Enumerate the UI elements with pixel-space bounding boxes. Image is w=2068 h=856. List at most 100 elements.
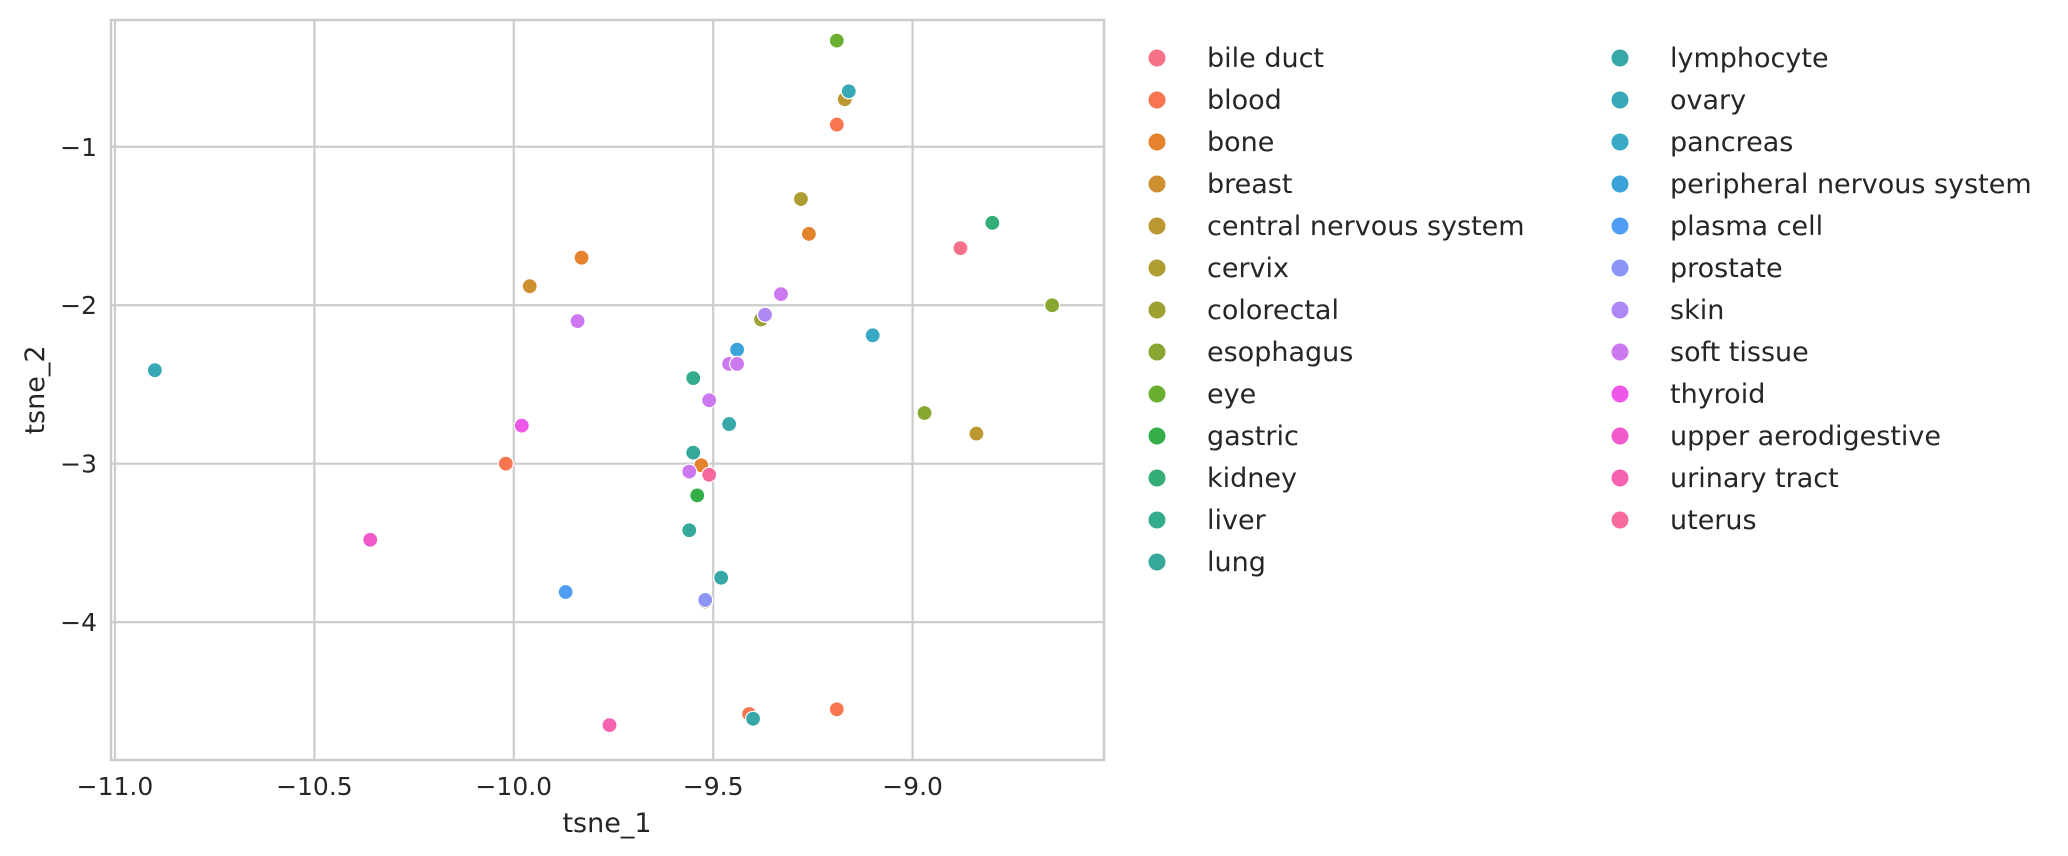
data-point: [756, 306, 774, 323]
legend-label: prostate: [1670, 253, 1783, 284]
data-point: [744, 710, 762, 727]
legend-marker: [1147, 132, 1167, 152]
data-point: [916, 404, 933, 422]
y-axis-title: tsne_2: [20, 345, 51, 434]
legend-label: thyroid: [1670, 379, 1765, 410]
data-point: [681, 463, 698, 480]
data-point: [968, 425, 985, 442]
legend-marker: [1147, 174, 1167, 194]
y-tick-label: −3: [60, 450, 97, 479]
data-point: [146, 362, 163, 379]
x-axis-title: tsne_1: [562, 808, 651, 839]
legend-label: esophagus: [1207, 337, 1353, 368]
x-tick-label: −9.5: [683, 772, 744, 801]
legend-marker: [1610, 384, 1630, 404]
data-point: [521, 278, 538, 295]
y-tick-labels: −4 −3 −2 −1: [60, 133, 97, 637]
legend-marker: [1147, 90, 1167, 110]
data-point: [721, 415, 738, 433]
legend-label: skin: [1670, 295, 1724, 326]
legend-label: plasma cell: [1670, 211, 1823, 242]
x-tick-label: −11.0: [77, 772, 154, 801]
legend-label: peripheral nervous system: [1670, 169, 2032, 200]
legend-label: uterus: [1670, 505, 1757, 536]
data-point: [792, 190, 810, 208]
legend-marker: [1147, 468, 1167, 488]
legend-marker: [1610, 510, 1630, 530]
legend-label: pancreas: [1670, 127, 1793, 158]
legend-label: eye: [1207, 379, 1256, 410]
legend-marker: [1610, 258, 1630, 278]
data-point: [713, 569, 730, 586]
legend-marker: [1147, 510, 1167, 530]
data-point: [601, 717, 618, 734]
data-point: [497, 455, 514, 472]
data-point: [701, 466, 718, 483]
data-point: [513, 417, 530, 434]
data-point: [557, 583, 574, 601]
data-point: [1044, 297, 1061, 314]
legend-label: bone: [1207, 127, 1274, 158]
legend-marker: [1147, 426, 1167, 446]
legend-label: central nervous system: [1207, 211, 1525, 242]
legend-label: lymphocyte: [1670, 43, 1829, 74]
legend-marker: [1147, 552, 1167, 572]
legend-marker: [1147, 216, 1167, 236]
y-tick-label: −1: [60, 133, 97, 162]
legend-label: gastric: [1207, 421, 1299, 452]
data-point: [840, 83, 857, 100]
x-tick-label: −10.5: [276, 772, 353, 801]
data-point: [729, 355, 746, 372]
data-point: [681, 522, 698, 539]
legend-label: bile duct: [1207, 43, 1324, 74]
data-point: [689, 487, 706, 504]
legend-label: breast: [1207, 169, 1292, 200]
legend-marker: [1610, 342, 1630, 362]
legend-label: soft tissue: [1670, 337, 1809, 368]
legend-marker: [1610, 468, 1630, 488]
data-point: [697, 591, 714, 609]
data-points: [146, 32, 1061, 734]
legend-marker: [1147, 342, 1167, 362]
data-point: [984, 214, 1001, 231]
x-tick-labels: −11.0 −10.5 −10.0 −9.5 −9.0: [77, 772, 943, 801]
x-tick-label: −10.0: [475, 772, 552, 801]
legend-marker: [1610, 216, 1630, 236]
data-point: [569, 312, 586, 330]
legend-marker: [1147, 48, 1167, 68]
y-tick-label: −4: [60, 608, 97, 637]
data-point: [800, 225, 817, 243]
data-point: [701, 392, 718, 409]
data-point: [864, 327, 881, 344]
legend-label: upper aerodigestive: [1670, 421, 1941, 452]
legend-marker: [1610, 174, 1630, 194]
legend-marker: [1610, 48, 1630, 68]
legend-label: liver: [1207, 505, 1267, 536]
data-point: [362, 531, 379, 548]
plot-area: [109, 18, 1106, 762]
legend-marker: [1147, 384, 1167, 404]
data-point: [772, 286, 790, 303]
legend-label: cervix: [1207, 253, 1289, 284]
x-tick-label: −9.0: [882, 772, 943, 801]
y-tick-label: −2: [60, 291, 97, 320]
legend-label: urinary tract: [1670, 463, 1839, 494]
legend-label: kidney: [1207, 463, 1297, 494]
data-point: [828, 116, 845, 133]
data-point: [828, 701, 845, 718]
data-point: [952, 240, 969, 257]
legend-marker: [1147, 258, 1167, 278]
legend-marker: [1610, 132, 1630, 152]
legend-marker: [1610, 90, 1630, 110]
legend-label: ovary: [1670, 85, 1746, 116]
data-point: [729, 341, 746, 358]
legend-label: colorectal: [1207, 295, 1339, 326]
data-point: [685, 370, 702, 387]
legend-label: blood: [1207, 85, 1282, 116]
data-point: [685, 444, 702, 461]
data-point: [828, 32, 845, 49]
legend-marker: [1610, 300, 1630, 320]
legend-marker: [1610, 426, 1630, 446]
legend-marker: [1147, 300, 1167, 320]
